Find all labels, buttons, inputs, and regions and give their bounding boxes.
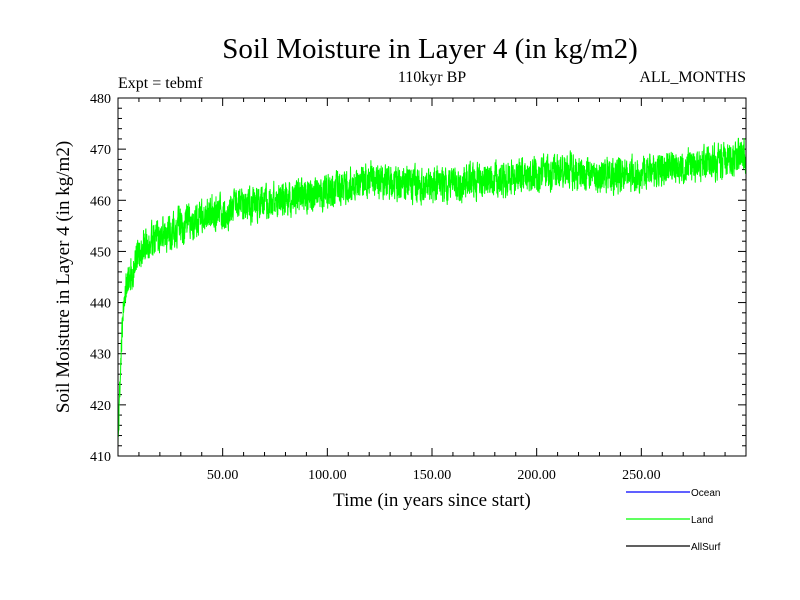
- chart-title: Soil Moisture in Layer 4 (in kg/m2): [222, 33, 638, 65]
- chart-subtitle: 110kyr BP: [398, 69, 466, 86]
- x-tick-label: 150.00: [413, 468, 452, 483]
- x-tick-label: 100.00: [308, 468, 347, 483]
- axis-ticks: [118, 97, 746, 457]
- y-tick-label: 450: [90, 245, 111, 260]
- x-tick-label: 200.00: [517, 468, 556, 483]
- y-tick-label: 420: [90, 399, 111, 414]
- y-tick-label: 460: [90, 194, 111, 209]
- x-tick-label: 50.00: [207, 468, 239, 483]
- x-tick-label: 250.00: [622, 468, 661, 483]
- y-tick-label: 480: [90, 92, 111, 107]
- x-tick-labels: 50.00 100.00 150.00 200.00 250.00: [207, 468, 661, 483]
- legend-label-ocean: Ocean: [691, 488, 720, 499]
- y-tick-label: 410: [90, 450, 111, 465]
- y-tick-label: 470: [90, 143, 111, 158]
- y-tick-label: 430: [90, 348, 111, 363]
- x-axis-label: Time (in years since start): [333, 490, 531, 511]
- y-axis-label: Soil Moisture in Layer 4 (in kg/m2): [53, 141, 74, 413]
- experiment-label: Expt = tebmf: [118, 75, 203, 92]
- legend-label-allsurf: AllSurf: [691, 542, 721, 553]
- plot-frame: [117, 97, 747, 457]
- y-tick-labels: 410 420 430 440 450 460 470 480: [90, 92, 111, 465]
- legend: Ocean Land AllSurf: [626, 488, 721, 553]
- y-tick-label: 440: [90, 297, 111, 312]
- months-label: ALL_MONTHS: [639, 69, 746, 86]
- legend-label-land: Land: [691, 515, 713, 526]
- series-layer: [117, 137, 747, 447]
- series-line-land: [117, 137, 747, 447]
